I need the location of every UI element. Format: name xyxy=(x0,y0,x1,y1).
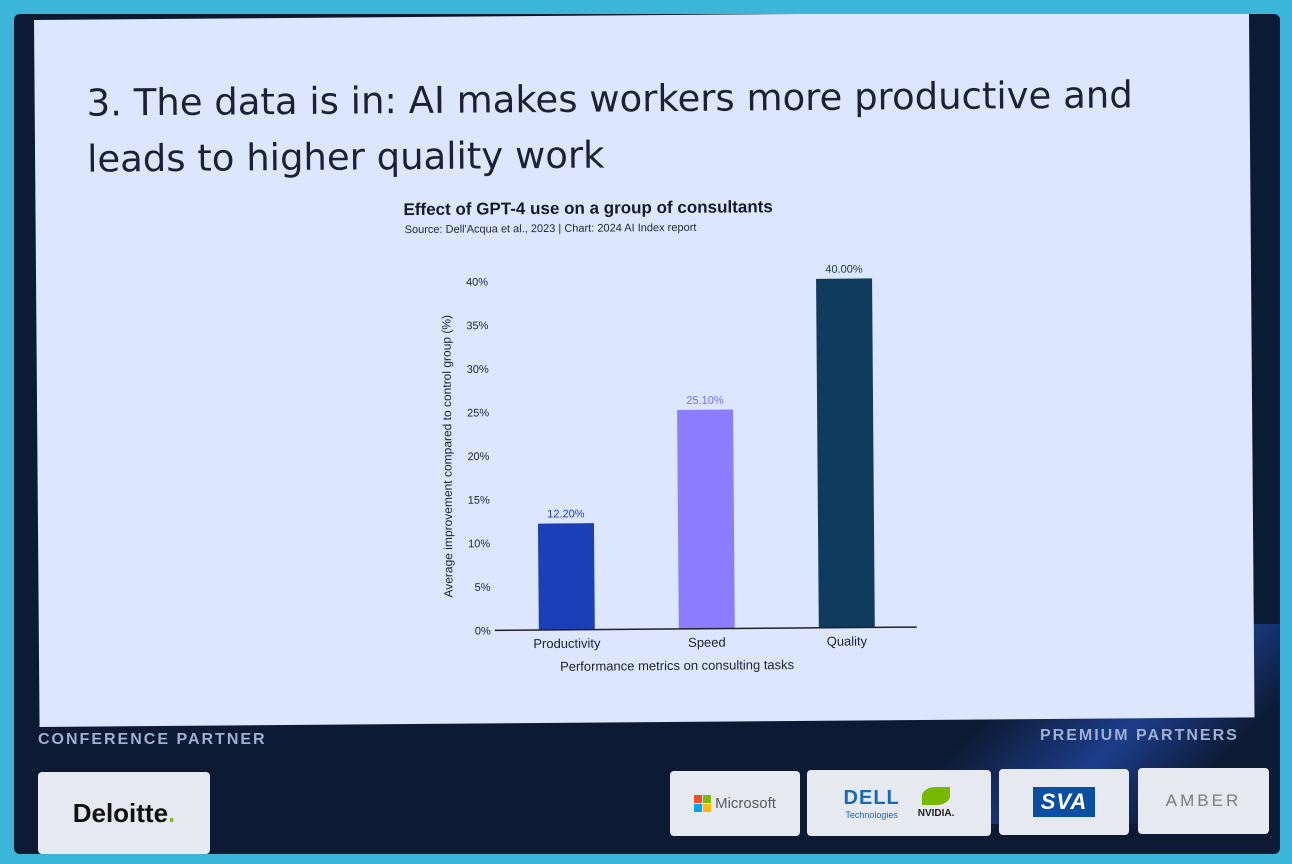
chart-source: Source: Dell'Acqua et al., 2023 | Chart:… xyxy=(404,221,697,237)
y-tick-label: 15% xyxy=(468,495,490,507)
deloitte-logo: Deloitte. xyxy=(73,798,176,829)
value-label: 12.20% xyxy=(547,508,585,520)
y-axis-ticks: 0% 5% 10% 15% 20% 25% 30% 35% 40% xyxy=(466,276,491,637)
screen-frame: 3. The data is in: AI makes workers more… xyxy=(14,14,1280,854)
deloitte-dot: . xyxy=(168,797,176,828)
x-tick-label: Speed xyxy=(688,635,726,650)
presentation-slide: 3. The data is in: AI makes workers more… xyxy=(34,14,1255,727)
y-tick-label: 0% xyxy=(475,625,491,637)
y-tick-label: 20% xyxy=(467,451,489,463)
microsoft-logo-icon xyxy=(694,795,712,812)
deloitte-name: Deloitte xyxy=(72,797,169,828)
x-axis-ticks: Productivity Speed Quality xyxy=(533,633,867,651)
bar-quality xyxy=(816,278,875,628)
y-tick-label: 5% xyxy=(475,582,491,594)
value-label: 40.00% xyxy=(825,263,863,275)
value-label: 25.10% xyxy=(686,395,724,407)
nvidia-logo: NVIDIA. xyxy=(917,787,955,819)
bar-speed xyxy=(677,409,735,629)
sva-logo: SVA xyxy=(1032,787,1096,817)
amber-logo: AMBER xyxy=(1165,791,1242,810)
value-labels: 12.20% 25.10% 40.00% xyxy=(547,263,863,520)
x-axis-line xyxy=(494,626,917,632)
amber-card: AMBER xyxy=(1138,768,1269,834)
nvidia-name: NVIDIA. xyxy=(917,808,955,819)
microsoft-name: Microsoft xyxy=(715,795,776,812)
y-tick-label: 10% xyxy=(468,538,490,550)
premium-partners-label: PREMIUM PARTNERS xyxy=(1040,727,1239,744)
x-tick-label: Productivity xyxy=(533,636,601,652)
bars xyxy=(537,278,875,631)
dell-nvidia-card: DELL Technologies NVIDIA. xyxy=(807,770,991,836)
microsoft-card: Microsoft xyxy=(670,771,800,836)
dell-name: DELL xyxy=(843,786,900,809)
chart-title: Effect of GPT-4 use on a group of consul… xyxy=(403,197,773,220)
nvidia-eye-icon xyxy=(922,787,951,805)
y-axis-label: Average improvement compared to control … xyxy=(439,315,455,598)
y-tick-label: 30% xyxy=(467,364,489,376)
dell-logo: DELL Technologies xyxy=(844,787,900,820)
x-tick-label: Quality xyxy=(827,633,868,648)
bar-productivity xyxy=(537,523,595,631)
dell-sub: Technologies xyxy=(845,809,898,820)
conference-partner-label: CONFERENCE PARTNER xyxy=(38,731,267,748)
deloitte-card: Deloitte. xyxy=(38,772,210,854)
x-axis-label: Performance metrics on consulting tasks xyxy=(560,657,795,674)
y-tick-label: 25% xyxy=(467,407,489,419)
slide-title: 3. The data is in: AI makes workers more… xyxy=(86,73,1133,181)
y-tick-label: 35% xyxy=(466,320,488,332)
y-tick-label: 40% xyxy=(466,276,488,288)
sva-card: SVA xyxy=(999,769,1129,835)
bar-chart: 0% 5% 10% 15% 20% 25% 30% 35% 40% 12.20% 25.10% 40… xyxy=(439,263,917,674)
